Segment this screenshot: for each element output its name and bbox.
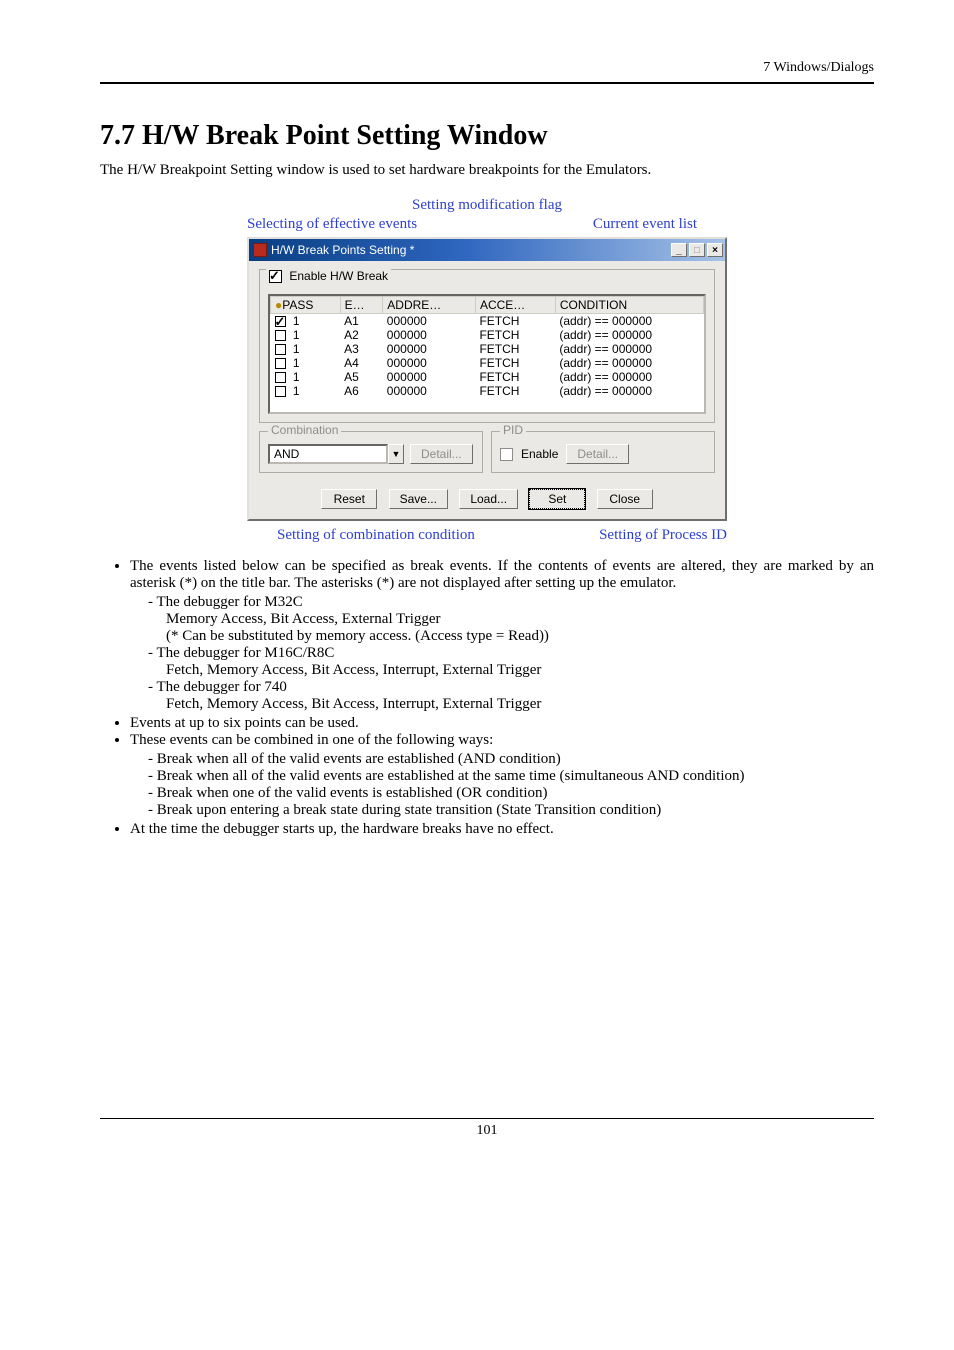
combination-legend: Combination [268, 423, 341, 437]
combination-detail-button: Detail... [410, 444, 473, 464]
pid-enable-checkbox[interactable] [500, 448, 513, 461]
minimize-button[interactable]: _ [671, 243, 687, 257]
page-footer: 101 [100, 1118, 874, 1139]
load-button[interactable]: Load... [459, 489, 518, 509]
pid-detail-button: Detail... [566, 444, 629, 464]
enable-hw-break-label: Enable H/W Break [289, 269, 388, 283]
col-acc[interactable]: ACCE… [475, 297, 555, 314]
enable-groupbox: Enable H/W Break ●PASS E… ADDRE… ACCE… C… [259, 269, 715, 423]
window-title: H/W Break Points Setting * [271, 243, 671, 257]
chevron-down-icon[interactable]: ▼ [388, 444, 404, 464]
col-e[interactable]: E… [340, 297, 383, 314]
section-heading: 7.7 H/W Break Point Setting Window [100, 120, 874, 152]
close-window-button[interactable]: × [707, 243, 723, 257]
section-title-text: H/W Break Point Setting Window [142, 120, 548, 151]
app-icon [253, 243, 267, 257]
row-checkbox[interactable] [275, 358, 286, 369]
anno-bottom-right: Setting of Process ID [599, 527, 727, 544]
col-cond[interactable]: CONDITION [555, 297, 703, 314]
row-checkbox[interactable] [275, 316, 286, 327]
row-checkbox[interactable] [275, 344, 286, 355]
list-item: The events listed below can be specified… [130, 558, 874, 713]
row-checkbox[interactable] [275, 386, 286, 397]
table-row[interactable]: 1A2000000FETCH(addr) == 000000 [271, 328, 704, 342]
pid-groupbox: PID Enable Detail... [491, 431, 715, 473]
row-checkbox[interactable] [275, 372, 286, 383]
combination-value: AND [268, 444, 388, 464]
event-list: ●PASS E… ADDRE… ACCE… CONDITION 1A100000… [268, 294, 706, 414]
dialog-button-row: Reset Save... Load... Set Close [259, 489, 715, 509]
anno-left: Selecting of effective events [247, 216, 417, 233]
set-button[interactable]: Set [529, 489, 585, 509]
save-button[interactable]: Save... [389, 489, 448, 509]
body-list: The events listed below can be specified… [100, 558, 874, 838]
list-item: At the time the debugger starts up, the … [130, 821, 874, 838]
list-item: These events can be combined in one of t… [130, 732, 874, 819]
close-button[interactable]: Close [597, 489, 653, 509]
titlebar[interactable]: H/W Break Points Setting * _ □ × [249, 239, 725, 261]
hw-break-window: H/W Break Points Setting * _ □ × Enable … [247, 237, 727, 521]
row-checkbox[interactable] [275, 330, 286, 341]
anno-right: Current event list [593, 216, 697, 233]
section-number: 7.7 [100, 120, 135, 151]
pid-legend: PID [500, 423, 526, 437]
combination-groupbox: Combination AND ▼ Detail... [259, 431, 483, 473]
col-addr[interactable]: ADDRE… [383, 297, 476, 314]
combination-combobox[interactable]: AND ▼ [268, 444, 404, 464]
table-row[interactable]: 1A6000000FETCH(addr) == 000000 [271, 384, 704, 398]
reset-button[interactable]: Reset [321, 489, 377, 509]
table-row[interactable]: 1A1000000FETCH(addr) == 000000 [271, 314, 704, 329]
section-intro: The H/W Breakpoint Setting window is use… [100, 162, 874, 179]
chapter-header: 7 Windows/Dialogs [100, 60, 874, 84]
table-row[interactable]: 1A4000000FETCH(addr) == 000000 [271, 356, 704, 370]
event-list-header: ●PASS E… ADDRE… ACCE… CONDITION [271, 297, 704, 314]
list-item: Events at up to six points can be used. [130, 715, 874, 732]
enable-legend: Enable H/W Break [266, 269, 391, 283]
anno-top: Setting modification flag [412, 197, 562, 214]
col-pass[interactable]: ●PASS [271, 297, 341, 314]
enable-hw-break-checkbox[interactable] [269, 270, 282, 283]
table-row[interactable]: 1A3000000FETCH(addr) == 000000 [271, 342, 704, 356]
anno-bottom-left: Setting of combination condition [277, 527, 475, 544]
pid-enable-label: Enable [521, 447, 558, 461]
table-row[interactable]: 1A5000000FETCH(addr) == 000000 [271, 370, 704, 384]
maximize-button: □ [689, 243, 705, 257]
